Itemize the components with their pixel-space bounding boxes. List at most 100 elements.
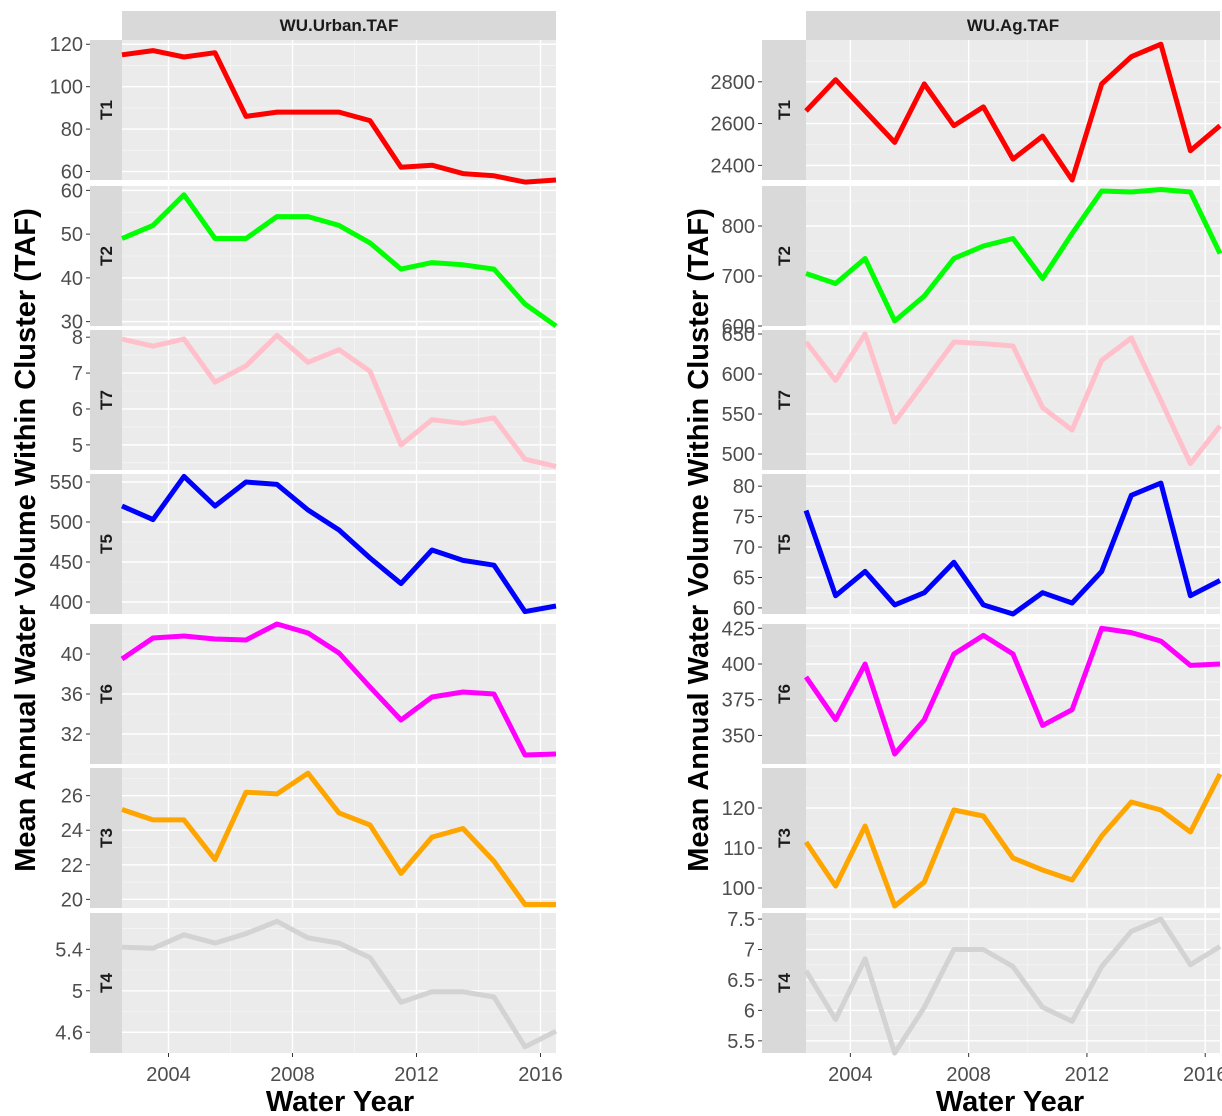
row-strip (762, 186, 806, 326)
facet-header-strip (122, 11, 556, 40)
facet-header-strip (806, 11, 1220, 40)
y-tick-label: 20 (61, 889, 83, 911)
facet-panel-t7: T7 5 6 7 8 (72, 327, 557, 470)
y-tick-label: 70 (733, 537, 755, 559)
y-tick-label: 5.5 (727, 1031, 755, 1053)
row-strip (762, 913, 806, 1053)
x-tick-label: 2016 (518, 1064, 563, 1086)
facet-panel-t4: T4 4.6 5 5.4 (55, 913, 558, 1053)
y-tick-label: 7.5 (727, 909, 755, 931)
x-tick-label: 2008 (946, 1064, 991, 1086)
y-tick-label: 500 (722, 444, 755, 466)
row-strip-label: T7 (97, 390, 116, 410)
series-line-t2 (121, 192, 558, 329)
row-strip-label: T4 (775, 973, 794, 993)
panel-background (806, 768, 1220, 908)
row-strip (90, 624, 122, 764)
y-tick-label: 36 (61, 684, 83, 706)
series-line-t2 (805, 187, 1222, 324)
y-tick-label: 500 (50, 512, 83, 534)
x-tick-label: 2008 (270, 1064, 315, 1086)
y-tick-label: 550 (50, 472, 83, 494)
panel-background (122, 474, 556, 614)
y-tick-label: 800 (722, 216, 755, 238)
row-strip (90, 186, 122, 326)
facet-panel-t6: T6 32 36 40 (61, 621, 557, 764)
y-tick-label: 32 (61, 724, 83, 746)
facet-panel-t2: T2 600 700 800 (722, 186, 1222, 338)
y-tick-label: 120 (50, 34, 83, 56)
y-tick-label: 7 (744, 940, 755, 962)
row-strip-label: T1 (775, 100, 794, 120)
series-line-t5 (803, 480, 1222, 617)
y-tick-label: 100 (722, 878, 755, 900)
panel-background (806, 624, 1220, 764)
panel-background (122, 768, 556, 908)
x-axis-title-right: Water Year (936, 1086, 1084, 1116)
x-axis-title-left: Water Year (266, 1086, 414, 1116)
row-strip (762, 768, 806, 908)
panel-background (806, 186, 1220, 326)
y-tick-label: 350 (722, 725, 755, 747)
row-strip-label: T5 (775, 534, 794, 554)
row-strip (90, 474, 122, 614)
row-strip (762, 40, 806, 180)
row-strip-label: T6 (97, 684, 116, 704)
y-tick-label: 50 (61, 224, 83, 246)
y-tick-label: 8 (72, 327, 83, 349)
y-tick-label: 5.4 (55, 939, 83, 961)
series-line-t4 (121, 918, 558, 1050)
x-tick-label: 2004 (828, 1064, 873, 1086)
facet-panel-t5: T5 400 450 500 550 (50, 472, 557, 615)
row-strip (762, 474, 806, 614)
y-tick-label: 22 (61, 855, 83, 877)
y-tick-label: 425 (722, 618, 755, 640)
series-line-t1 (804, 41, 1222, 183)
y-tick-label: 700 (722, 266, 755, 288)
facet-header-label: WU.Ag.TAF (967, 16, 1059, 35)
row-strip-label: T4 (97, 973, 116, 993)
row-strip-label: T7 (775, 390, 794, 410)
row-strip-label: T5 (97, 534, 116, 554)
y-tick-label: 400 (50, 592, 83, 614)
y-tick-label: 650 (722, 324, 755, 346)
facet-column: WU.Urban.TAF T1 60 80 100 120 T2 30 40 50 60 T7 5 6 7 8… (50, 11, 563, 1086)
x-tick-label: 2004 (146, 1064, 191, 1086)
series-line-t4 (803, 916, 1222, 1056)
series-line-t6 (803, 625, 1221, 757)
facet-panel-t5: T5 60 65 70 75 80 (733, 474, 1222, 620)
y-axis-title-right: Mean Annual Water Volume Within Cluster … (683, 208, 715, 872)
y-axis-title-left: Mean Annual Water Volume Within Cluster … (10, 208, 42, 872)
y-tick-label: 5 (72, 981, 83, 1003)
y-tick-label: 100 (50, 77, 83, 99)
y-tick-label: 80 (733, 476, 755, 498)
y-tick-label: 7 (72, 363, 83, 385)
facet-panel-t3: T3 20 22 24 26 (61, 768, 556, 911)
y-tick-label: 80 (61, 119, 83, 141)
facet-panel-t3: T3 100 110 120 (722, 768, 1222, 909)
row-strip-label: T2 (97, 246, 116, 266)
y-tick-label: 40 (61, 644, 83, 666)
y-tick-label: 6 (744, 1000, 755, 1022)
row-strip (90, 330, 122, 470)
y-tick-label: 110 (723, 838, 755, 860)
facet-panel-t6: T6 350 375 400 425 (722, 618, 1221, 764)
series-line-t6 (120, 621, 557, 758)
series-line-t7 (121, 332, 557, 469)
row-strip (90, 768, 122, 908)
y-tick-label: 550 (722, 404, 755, 426)
row-strip-label: T6 (775, 684, 794, 704)
y-tick-label: 6.5 (727, 970, 755, 992)
row-strip (90, 40, 122, 180)
y-tick-label: 2800 (711, 72, 756, 94)
x-tick-label: 2016 (1183, 1064, 1222, 1086)
y-tick-label: 40 (61, 268, 83, 290)
y-tick-label: 26 (61, 786, 83, 808)
y-tick-label: 65 (733, 567, 755, 589)
y-tick-label: 5 (72, 435, 83, 457)
y-tick-label: 375 (722, 690, 755, 712)
y-tick-label: 400 (722, 654, 755, 676)
y-tick-label: 60 (61, 162, 83, 184)
panel-background (806, 330, 1220, 470)
